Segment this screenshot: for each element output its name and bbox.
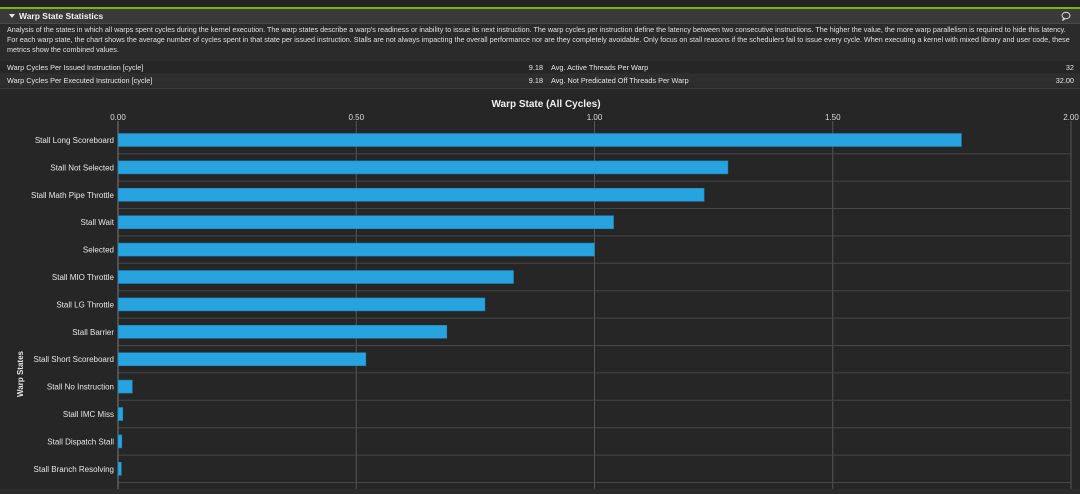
bar[interactable] bbox=[117, 434, 123, 449]
category-label: Stall Dispatch Stall bbox=[47, 437, 114, 446]
x-tick-label: 1.00 bbox=[587, 113, 603, 122]
x-tick-label: 2.00 bbox=[1063, 113, 1079, 122]
bar[interactable] bbox=[117, 242, 595, 257]
y-axis-label: Warp States bbox=[16, 350, 25, 396]
category-label: Stall Math Pipe Throttle bbox=[31, 191, 115, 200]
x-tick-label: 0.50 bbox=[348, 113, 364, 122]
metric-value: 9.18 bbox=[528, 75, 543, 85]
metric-row: Warp Cycles Per Issued Instruction [cycl… bbox=[0, 61, 1080, 73]
bar[interactable] bbox=[117, 379, 133, 394]
bar[interactable] bbox=[117, 133, 962, 147]
metrics-table: Warp Cycles Per Issued Instruction [cycl… bbox=[0, 61, 1080, 87]
x-tick-label: 0.00 bbox=[110, 113, 126, 122]
section-title: Warp State Statistics bbox=[19, 11, 104, 21]
bar[interactable] bbox=[117, 297, 486, 312]
metric-name: Warp Cycles Per Executed Instruction [cy… bbox=[7, 75, 153, 85]
category-label: Stall MIO Throttle bbox=[52, 273, 115, 282]
bar[interactable] bbox=[117, 215, 614, 229]
metric-row: Warp Cycles Per Executed Instruction [cy… bbox=[0, 74, 1080, 86]
x-tick-label: 1.50 bbox=[825, 113, 841, 122]
bar[interactable] bbox=[117, 407, 124, 421]
metric-name: Avg. Active Threads Per Warp bbox=[551, 62, 649, 72]
bar[interactable] bbox=[117, 352, 367, 367]
category-label: Stall LG Throttle bbox=[56, 300, 114, 309]
metric-name: Avg. Not Predicated Off Threads Per Warp bbox=[551, 75, 689, 85]
chart-panel: Warp State (All Cycles) Warp States 0.00… bbox=[0, 88, 1080, 489]
category-label: Selected bbox=[83, 246, 114, 255]
metric-value: 32.00 bbox=[1055, 75, 1074, 85]
bar[interactable] bbox=[117, 270, 514, 284]
category-label: Stall Not Selected bbox=[50, 163, 114, 172]
bar[interactable] bbox=[117, 160, 729, 175]
bar[interactable] bbox=[117, 461, 122, 476]
category-label: Stall Barrier bbox=[72, 328, 114, 337]
category-label: Stall Wait bbox=[81, 218, 115, 227]
category-label: Stall No Instruction bbox=[47, 383, 114, 392]
metric-name: Warp Cycles Per Issued Instruction [cycl… bbox=[7, 62, 144, 72]
warp-state-chart: Warp State (All Cycles) Warp States 0.00… bbox=[16, 99, 1079, 489]
caret-down-icon[interactable] bbox=[9, 14, 15, 18]
metric-value: 32 bbox=[1065, 62, 1074, 72]
category-label: Stall Branch Resolving bbox=[34, 465, 114, 474]
bar[interactable] bbox=[117, 188, 705, 202]
section-header[interactable]: Warp State Statistics bbox=[0, 9, 1080, 24]
comment-icon[interactable] bbox=[1061, 11, 1071, 21]
category-label: Stall Short Scoreboard bbox=[34, 355, 115, 364]
chart-title: Warp State (All Cycles) bbox=[491, 99, 600, 110]
metric-value: 9.18 bbox=[528, 62, 543, 72]
bar[interactable] bbox=[117, 325, 448, 339]
section-description: Analysis of the states in which all warp… bbox=[7, 25, 1070, 54]
category-label: Stall IMC Miss bbox=[63, 410, 114, 419]
window-top-bar bbox=[0, 0, 1080, 9]
category-label: Stall Long Scoreboard bbox=[35, 136, 114, 145]
